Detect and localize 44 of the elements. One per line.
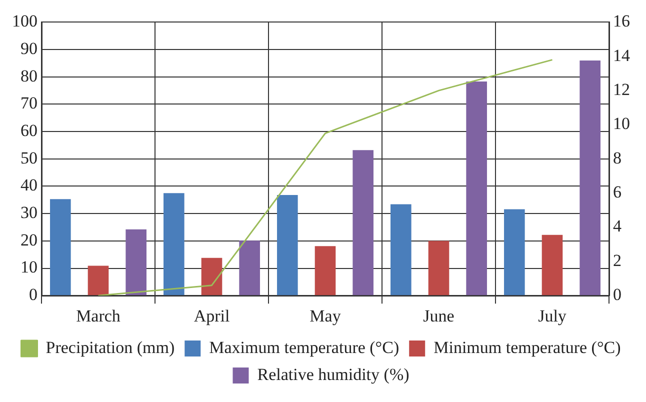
legend-label: Minimum temperature (°C) [434,338,621,357]
x-tick-label: June [423,306,454,326]
bar [314,246,336,296]
y-tick-label: 80 [20,66,38,86]
y2-tick-label: 4 [613,216,622,236]
bar [201,258,222,296]
bar [239,240,260,296]
bar [50,199,71,296]
x-tick-label: July [538,306,567,326]
bar [277,194,298,296]
legend-label: Precipitation (mm) [46,338,175,357]
y2-tick-label: 14 [613,46,630,65]
y-tick-label: 0 [29,285,38,304]
y-tick-label: 60 [20,121,38,140]
y2-tick-label: 2 [613,250,622,270]
bar [126,229,146,296]
x-tick-label: May [310,306,342,326]
bar [164,193,184,296]
y-tick-label: 70 [20,94,38,113]
y-tick-label: 30 [20,203,38,222]
bar [542,234,563,296]
x-tick-label: March [76,306,121,326]
bar [466,82,487,296]
y2-tick-label: 8 [613,148,622,168]
bar [504,209,525,296]
y-tick-label: 50 [20,148,38,168]
bar [428,240,450,296]
y2-tick-label: 6 [613,182,622,202]
y-tick-label: 90 [20,39,38,58]
y-tick-label: 20 [20,230,38,250]
y-tick-label: 100 [12,12,38,31]
y2-tick-label: 10 [613,114,630,134]
bar [88,266,109,296]
y-tick-label: 40 [20,176,38,195]
bar [390,204,412,296]
y2-tick-label: 12 [613,80,630,100]
y2-tick-label: 0 [613,285,622,304]
legend-label: Relative humidity (%) [257,364,410,384]
x-tick-label: April [194,306,230,326]
bar [580,60,600,296]
bar [352,150,374,296]
y2-tick-label: 16 [613,12,630,31]
legend-label: Maximum temperature (°C) [209,338,400,357]
y-tick-label: 10 [20,258,38,277]
